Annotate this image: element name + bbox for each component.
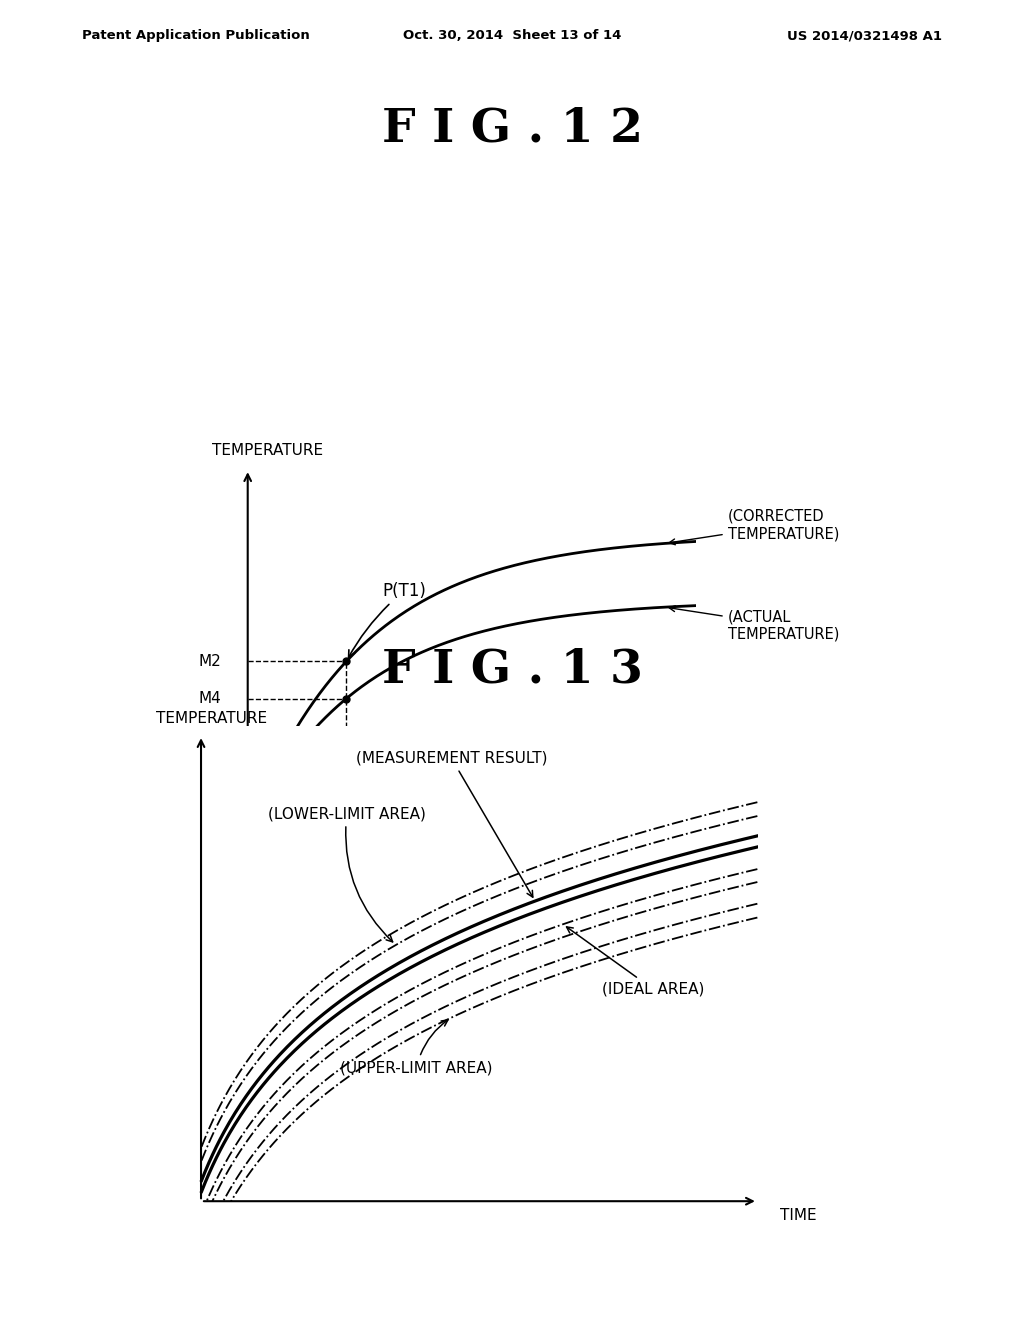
Text: (CORRECTED
TEMPERATURE): (CORRECTED TEMPERATURE)	[670, 510, 839, 545]
Text: M2: M2	[198, 653, 221, 669]
Text: TEMPERATURE: TEMPERATURE	[157, 711, 267, 726]
Text: Patent Application Publication: Patent Application Publication	[82, 29, 309, 42]
Text: Oct. 30, 2014  Sheet 13 of 14: Oct. 30, 2014 Sheet 13 of 14	[402, 29, 622, 42]
Text: (IDEAL AREA): (IDEAL AREA)	[566, 927, 705, 997]
Text: (LOWER-LIMIT AREA): (LOWER-LIMIT AREA)	[268, 807, 426, 942]
Text: 0: 0	[233, 859, 244, 874]
Text: TIME: TIME	[780, 1208, 817, 1222]
Text: (MEASUREMENT RESULT): (MEASUREMENT RESULT)	[355, 751, 547, 898]
Text: F I G . 1 3: F I G . 1 3	[382, 647, 642, 693]
Text: (ACTUAL
TEMPERATURE): (ACTUAL TEMPERATURE)	[670, 606, 839, 642]
Text: M4: M4	[198, 690, 221, 706]
Text: (UPPER-LIMIT AREA): (UPPER-LIMIT AREA)	[340, 1020, 493, 1074]
Text: F I G . 1 2: F I G . 1 2	[382, 106, 642, 152]
Text: T1: T1	[337, 859, 356, 874]
Text: P(T1): P(T1)	[348, 582, 426, 657]
Text: TEMPERATURE: TEMPERATURE	[212, 444, 323, 458]
Text: US 2014/0321498 A1: US 2014/0321498 A1	[787, 29, 942, 42]
Text: TIME: TIME	[715, 851, 751, 867]
